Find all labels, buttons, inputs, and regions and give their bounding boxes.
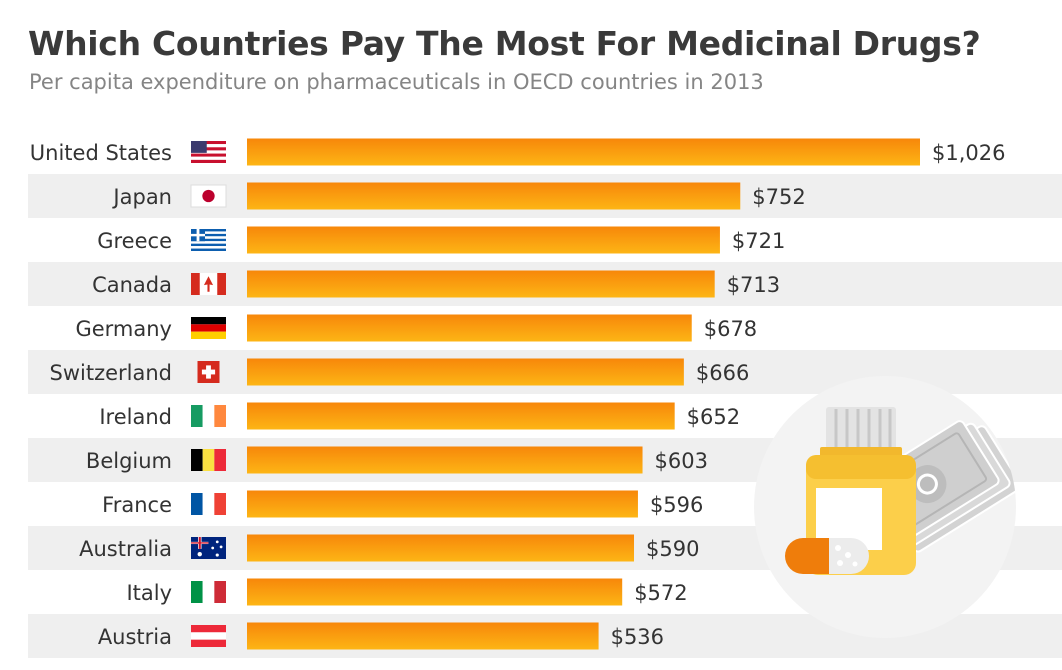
- bar: [247, 534, 635, 562]
- bar: [247, 138, 920, 166]
- france-flag-icon: [191, 493, 226, 515]
- belgium-flag-icon: [191, 449, 226, 471]
- bar: [247, 358, 684, 386]
- value-label: $652: [687, 405, 740, 429]
- category-label: Belgium: [86, 449, 172, 473]
- category-labels: United States Japan Greece Canada Germany Swi…: [30, 141, 172, 649]
- value-label: $678: [704, 317, 757, 341]
- category-label: Switzerland: [50, 361, 173, 385]
- category-label: United States: [30, 141, 172, 165]
- value-label: $666: [696, 361, 749, 385]
- bar: [247, 446, 643, 474]
- category-label: Austria: [98, 625, 172, 649]
- value-labels: $1,026 $752 $721 $713 $678 $666 $652 $603 $596 $5…: [611, 141, 1006, 649]
- category-label: Greece: [97, 229, 172, 253]
- category-label: Germany: [75, 317, 172, 341]
- value-label: $590: [646, 537, 699, 561]
- bar: [247, 490, 638, 518]
- bar: [247, 182, 741, 210]
- germany-flag-icon: [191, 317, 226, 339]
- category-label: Italy: [126, 581, 172, 605]
- austria-flag-icon: [191, 625, 226, 647]
- category-label: Australia: [79, 537, 172, 561]
- bar: [247, 402, 675, 430]
- category-label: Canada: [92, 273, 172, 297]
- value-label: $536: [611, 625, 664, 649]
- country-flags: [190, 141, 227, 647]
- switzerland-flag-icon: [197, 361, 220, 383]
- us-flag-icon: [191, 141, 226, 163]
- bar: [247, 578, 623, 606]
- value-label: $596: [650, 493, 703, 517]
- category-label: Japan: [111, 185, 172, 209]
- bar: [247, 226, 720, 254]
- canada-flag-icon: [191, 273, 226, 295]
- bar: [247, 270, 715, 298]
- capsule-icon: [785, 538, 869, 574]
- ireland-flag-icon: [191, 405, 226, 427]
- category-label: Ireland: [99, 405, 172, 429]
- value-label: $721: [732, 229, 785, 253]
- category-label: France: [102, 493, 172, 517]
- bars: [247, 138, 920, 650]
- australia-flag-icon: [191, 537, 226, 559]
- value-label: $1,026: [932, 141, 1005, 165]
- bar: [247, 622, 599, 650]
- value-label: $713: [727, 273, 780, 297]
- value-label: $572: [634, 581, 687, 605]
- japan-flag-icon: [190, 184, 227, 208]
- bar: [247, 314, 692, 342]
- value-label: $752: [752, 185, 805, 209]
- value-label: $603: [655, 449, 708, 473]
- italy-flag-icon: [191, 581, 226, 603]
- pharma-illustration: [754, 376, 1016, 638]
- chart-title: Which Countries Pay The Most For Medicin…: [28, 24, 981, 63]
- chart-subtitle: Per capita expenditure on pharmaceutical…: [29, 70, 764, 94]
- greece-flag-icon: [191, 229, 226, 251]
